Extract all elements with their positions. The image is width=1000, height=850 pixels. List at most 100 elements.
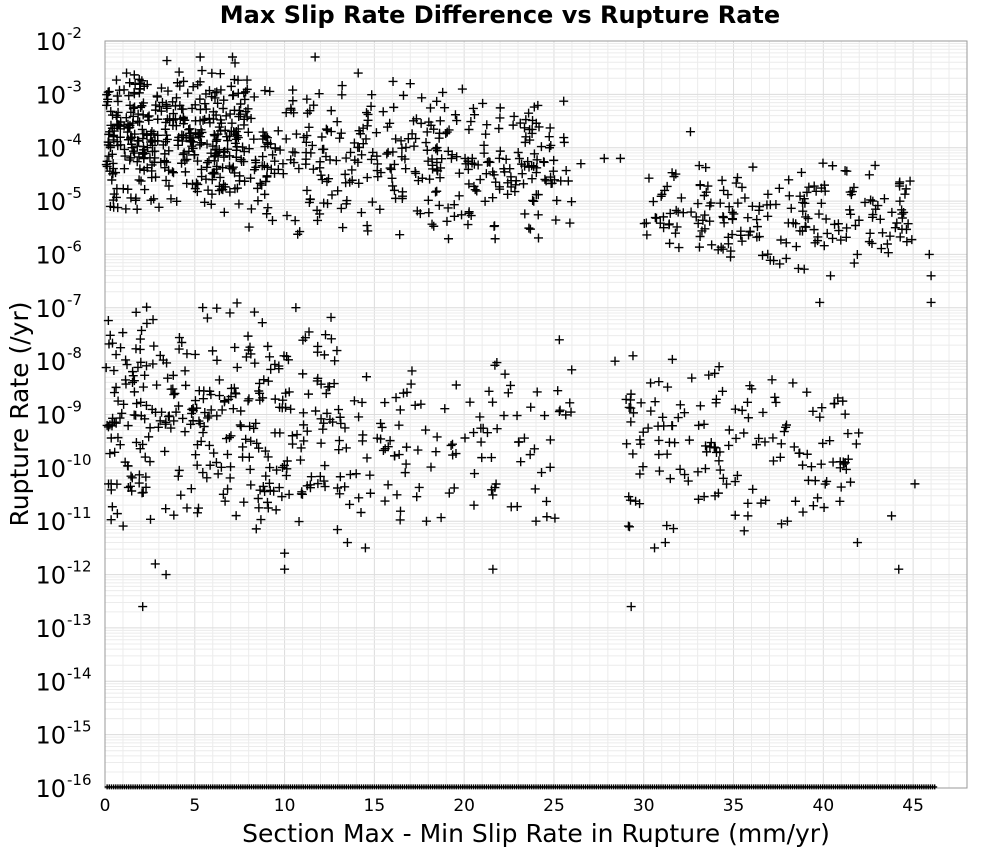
data-point [131, 307, 141, 317]
data-point [678, 208, 688, 218]
data-point [510, 187, 520, 197]
data-point [137, 488, 147, 498]
data-point [726, 252, 736, 262]
data-point [910, 479, 920, 489]
data-point [174, 333, 184, 343]
data-point [241, 434, 251, 444]
data-point [887, 207, 897, 217]
data-point [468, 103, 478, 113]
data-point [838, 396, 848, 406]
data-point [527, 161, 537, 171]
data-point [121, 375, 131, 385]
data-point [207, 189, 217, 199]
data-point [326, 312, 336, 322]
data-point [260, 86, 270, 96]
data-point [490, 234, 500, 244]
data-point [781, 238, 791, 248]
data-point [469, 181, 479, 191]
data-point [531, 118, 541, 128]
data-point [290, 216, 300, 226]
data-point [440, 103, 450, 113]
data-point [541, 496, 551, 506]
data-point [443, 203, 453, 213]
data-point [219, 207, 229, 217]
data-point [211, 458, 221, 468]
data-point [108, 132, 118, 142]
data-point [784, 191, 794, 201]
data-point [137, 124, 147, 134]
data-point [624, 492, 634, 502]
data-point [134, 478, 144, 488]
data-point [723, 190, 733, 200]
data-point [407, 129, 417, 139]
data-point [332, 525, 342, 535]
data-point [225, 151, 235, 161]
data-point [454, 191, 464, 201]
data-point [235, 109, 245, 119]
y-tick-exponent: -9 [67, 398, 82, 416]
data-point [389, 185, 399, 195]
data-point [395, 230, 405, 240]
data-point [251, 158, 261, 168]
data-point [153, 114, 163, 124]
data-point [694, 242, 704, 252]
data-point [104, 137, 114, 147]
data-point [372, 159, 382, 169]
data-point [704, 370, 714, 380]
data-point [243, 331, 253, 341]
data-point [836, 482, 846, 492]
y-tick-label: 10 [35, 562, 66, 590]
data-point [816, 459, 826, 469]
data-point [718, 473, 728, 483]
data-point [215, 69, 225, 79]
data-point [140, 370, 150, 380]
data-point [683, 476, 693, 486]
data-point [132, 157, 142, 167]
data-point [512, 502, 522, 512]
data-point [332, 346, 342, 356]
data-point [519, 433, 529, 443]
data-point [142, 80, 152, 90]
data-point [840, 409, 850, 419]
data-point [576, 159, 586, 169]
data-point [183, 88, 193, 98]
data-point [257, 318, 267, 328]
data-point [189, 150, 199, 160]
data-point [245, 421, 255, 431]
data-point [775, 452, 785, 462]
data-point [332, 117, 342, 127]
data-point [113, 396, 123, 406]
y-tick-label: 10 [35, 295, 66, 323]
data-point [452, 116, 462, 126]
data-point [130, 79, 140, 89]
data-point [372, 433, 382, 443]
data-point [188, 403, 198, 413]
data-point [427, 219, 437, 229]
data-point [198, 394, 208, 404]
data-point [113, 433, 123, 443]
data-point [412, 492, 422, 502]
data-point [536, 142, 546, 152]
data-point [464, 207, 474, 217]
data-point [222, 132, 232, 142]
data-point [144, 432, 154, 442]
data-point [527, 128, 537, 138]
y-tick-exponent: -3 [67, 77, 82, 95]
y-tick-label: 10 [35, 402, 66, 430]
data-point [727, 214, 737, 224]
data-point [238, 452, 248, 462]
data-point [525, 224, 535, 234]
data-point [724, 202, 734, 212]
data-point [654, 450, 664, 460]
data-point [394, 420, 404, 430]
data-point [268, 150, 278, 160]
data-point [490, 221, 500, 231]
data-point [149, 341, 159, 351]
data-point [447, 439, 457, 449]
data-point [119, 399, 129, 409]
data-point [349, 138, 359, 148]
x-tick-label: 15 [364, 796, 386, 816]
data-point [174, 465, 184, 475]
data-point [239, 157, 249, 167]
data-point [658, 412, 668, 422]
